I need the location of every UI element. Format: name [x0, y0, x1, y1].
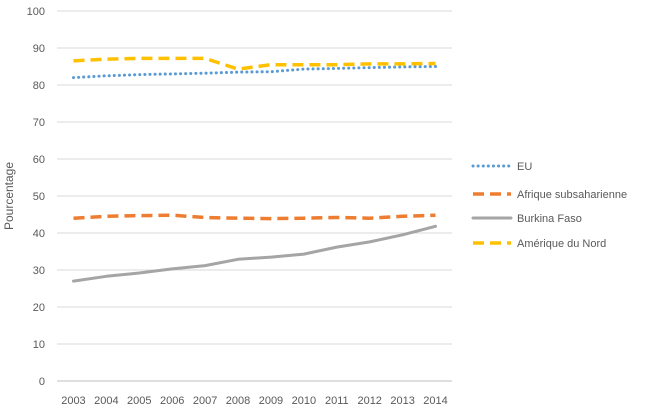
- y-tick-label: 80: [33, 80, 45, 92]
- y-tick-label: 30: [33, 265, 45, 277]
- series-line-afrique-subsaharienne: [73, 213, 436, 221]
- y-tick-label: 70: [33, 117, 45, 129]
- y-tick-label: 60: [33, 154, 45, 166]
- y-axis-ticks: 0 10 20 30 40 50 60 70 80 90 100: [27, 6, 45, 388]
- y-tick-label: 20: [33, 302, 45, 314]
- x-axis-ticks: 2003 2004 2005 2006 2007 2008 2009 2010 2011 2012…: [61, 395, 448, 407]
- y-tick-label: 90: [33, 43, 45, 55]
- x-tick-label: 2008: [226, 395, 250, 407]
- y-tick-label: 10: [33, 339, 45, 351]
- legend-label: Burkina Faso: [517, 213, 582, 225]
- legend: EU Afrique subsaharienne Burkina Faso Améri…: [471, 161, 627, 250]
- series-line-eu: [72, 65, 437, 80]
- series-line-burkina-faso: [72, 224, 437, 283]
- x-tick-label: 2011: [325, 395, 349, 407]
- x-tick-label: 2005: [127, 395, 151, 407]
- y-tick-label: 0: [39, 376, 45, 388]
- x-tick-label: 2006: [160, 395, 184, 407]
- legend-label: EU: [517, 161, 532, 173]
- series-line-am-rique-du-nord: [73, 56, 436, 71]
- x-tick-label: 2010: [292, 395, 316, 407]
- y-tick-label: 40: [33, 228, 45, 240]
- gridlines: [57, 10, 452, 382]
- x-tick-label: 2014: [423, 395, 447, 407]
- legend-label: Amérique du Nord: [517, 238, 606, 250]
- legend-label: Afrique subsaharienne: [517, 189, 627, 201]
- x-tick-label: 2007: [193, 395, 217, 407]
- x-tick-label: 2004: [94, 395, 118, 407]
- series-lines: [72, 56, 437, 283]
- y-tick-label: 50: [33, 191, 45, 203]
- y-tick-label: 100: [27, 6, 45, 18]
- x-tick-label: 2003: [61, 395, 85, 407]
- x-tick-label: 2012: [357, 395, 381, 407]
- x-tick-label: 2013: [390, 395, 414, 407]
- x-tick-label: 2009: [259, 395, 283, 407]
- y-axis-title: Pourcentage: [2, 162, 16, 230]
